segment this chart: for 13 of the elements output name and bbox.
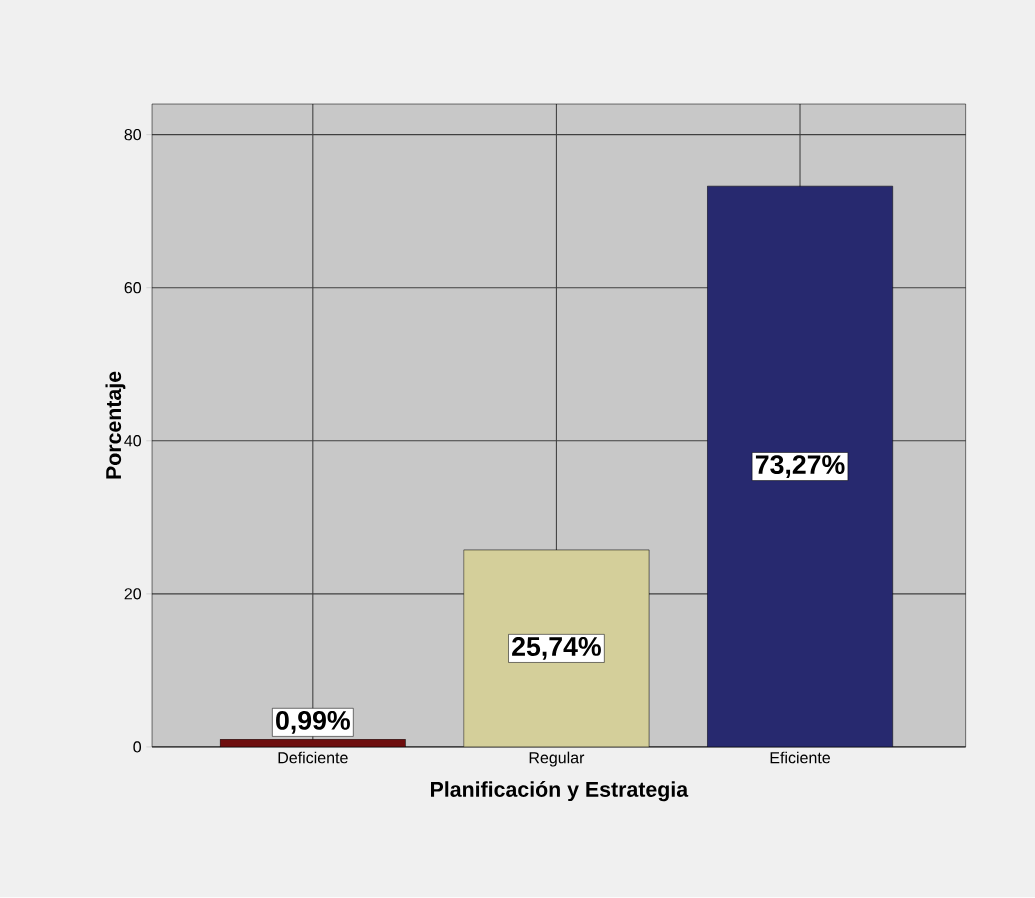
data-label: 0,99%: [276, 711, 350, 734]
data-label: 25,74%: [512, 637, 601, 660]
x-tick-label: Eficiente: [770, 751, 830, 764]
y-axis-title: Porcentaje: [105, 371, 126, 479]
y-tick-label: 80: [124, 129, 142, 141]
x-axis-title: Planificación y Estrategia: [431, 781, 689, 802]
y-tick-label: 40: [124, 435, 142, 447]
y-tick-label: 0: [133, 741, 142, 753]
y-tick-label: 20: [124, 588, 142, 600]
x-tick-label: Deficiente: [278, 751, 348, 764]
data-label: 73,27%: [755, 455, 845, 479]
y-tick-label: 60: [124, 282, 142, 294]
x-tick-label: Regular: [529, 751, 585, 767]
